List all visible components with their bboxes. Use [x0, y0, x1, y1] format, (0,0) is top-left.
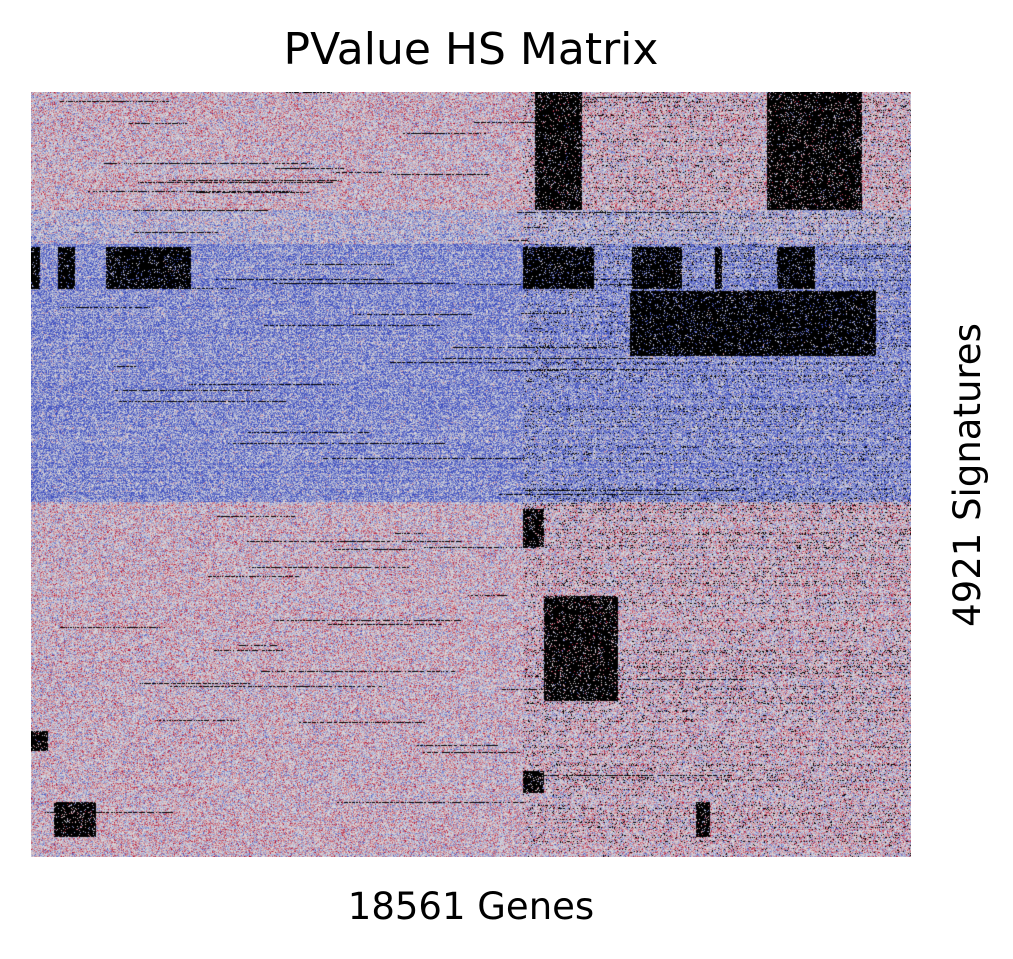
y-axis-label: 4921 Signatures [946, 322, 989, 627]
chart-title: PValue HS Matrix [283, 24, 659, 75]
x-axis-label: 18561 Genes [347, 885, 595, 928]
y-axis-label-container: 4921 Signatures [938, 92, 998, 857]
heatmap-matrix [31, 92, 911, 857]
heatmap-plot-area [31, 92, 911, 857]
